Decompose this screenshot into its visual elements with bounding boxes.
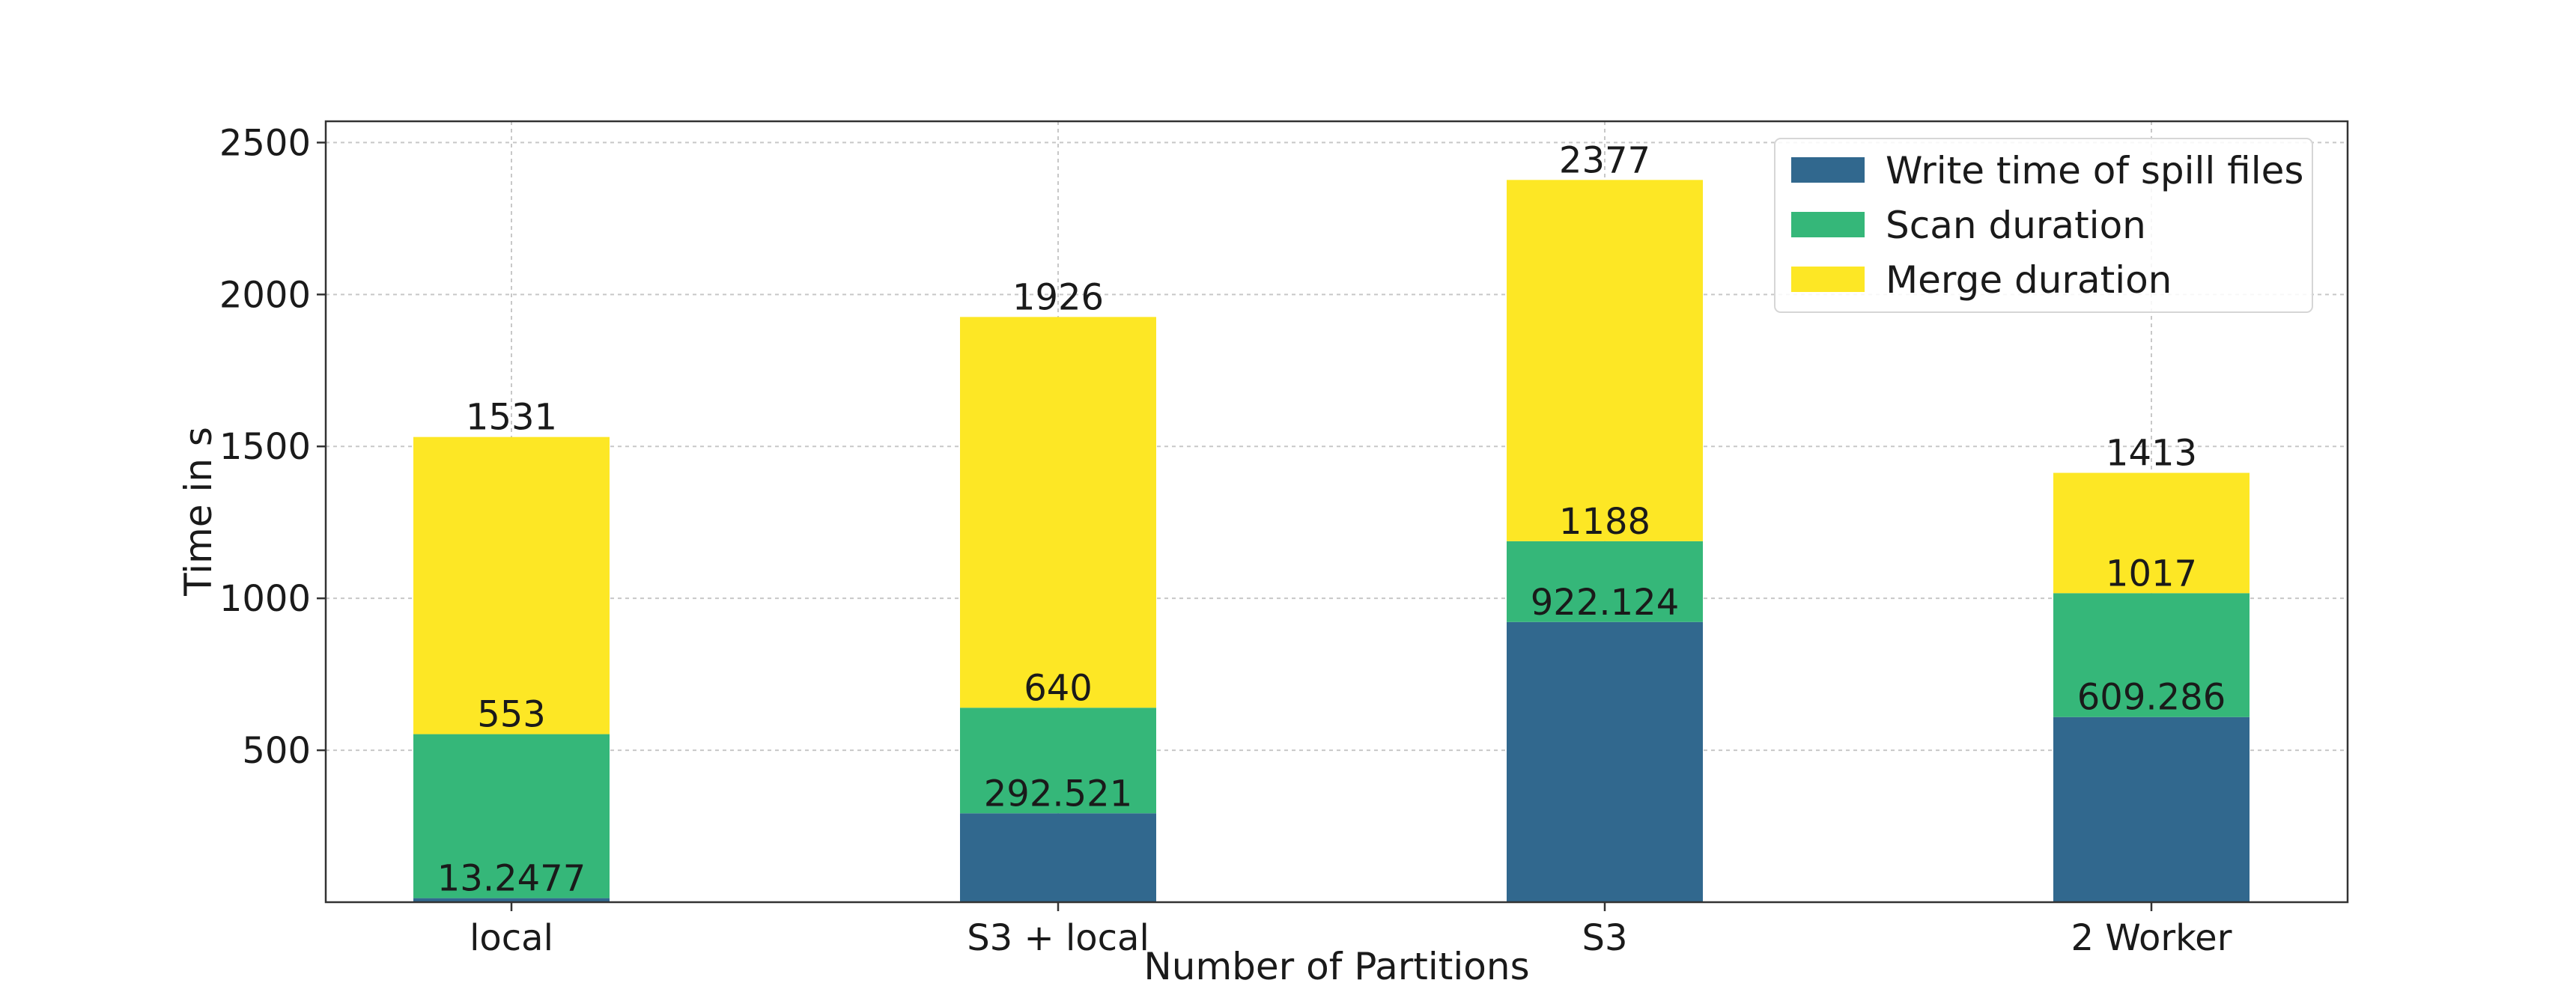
plot-frame [324, 120, 2349, 904]
axis-ticks: 500 1000 1500 2000 2500 local S3 + local S3 2 Wo… [219, 122, 2232, 959]
x-tick-label: 2 Worker [2071, 917, 2232, 959]
y-axis-label: Time in s [177, 427, 220, 597]
data-label-0-2: 922.124 [1531, 582, 1680, 624]
data-labels: 13.2477 292.521 922.124 609.286 553 640 1188 10… [437, 139, 2226, 899]
legend-box [1774, 138, 2313, 313]
legend-swatch-0 [1791, 157, 1865, 183]
data-label-2-3: 1413 [2106, 433, 2197, 475]
legend-label-1: Scan duration [1886, 204, 2146, 247]
y-tick-label: 2000 [219, 274, 311, 316]
bar-2-3 [2053, 472, 2250, 594]
data-label-1-1: 640 [1024, 667, 1093, 709]
bar-2-2 [1507, 180, 1703, 541]
x-axis-label: Number of Partitions [1143, 945, 1529, 988]
bar-0-1 [960, 813, 1156, 902]
x-tick-label: S3 + local [967, 917, 1149, 959]
y-tick-label: 2500 [219, 122, 311, 164]
legend-swatch-2 [1791, 267, 1865, 292]
x-tick-label: S3 [1582, 917, 1627, 959]
data-label-1-3: 1017 [2106, 553, 2197, 594]
bar-1-3 [2053, 593, 2250, 717]
y-tick-label: 1500 [219, 426, 311, 468]
data-label-2-2: 2377 [1559, 139, 1650, 181]
bars [413, 180, 2250, 902]
data-label-1-0: 553 [477, 694, 546, 736]
legend-label-0: Write time of spill files [1886, 149, 2303, 192]
bar-1-2 [1507, 541, 1703, 622]
bar-0-2 [1507, 621, 1703, 902]
bar-2-0 [413, 436, 610, 734]
bar-0-0 [413, 898, 610, 902]
data-label-2-0: 1531 [466, 397, 557, 439]
x-tick-label: local [470, 917, 553, 959]
data-label-1-2: 1188 [1559, 501, 1650, 543]
data-label-0-0: 13.2477 [437, 858, 586, 900]
y-tick-label: 1000 [219, 578, 311, 620]
bar-0-3 [2053, 717, 2250, 902]
y-tick-label: 500 [242, 730, 311, 772]
bar-2-1 [960, 317, 1156, 708]
data-label-2-1: 1926 [1012, 276, 1104, 318]
data-label-0-3: 609.286 [2077, 677, 2226, 719]
legend-swatch-1 [1791, 212, 1865, 237]
bar-1-0 [413, 734, 610, 898]
data-label-0-1: 292.521 [984, 773, 1133, 815]
legend-label-2: Merge duration [1886, 258, 2172, 302]
bar-1-1 [960, 708, 1156, 814]
legend: Write time of spill files Scan duration Me… [1774, 138, 2313, 313]
